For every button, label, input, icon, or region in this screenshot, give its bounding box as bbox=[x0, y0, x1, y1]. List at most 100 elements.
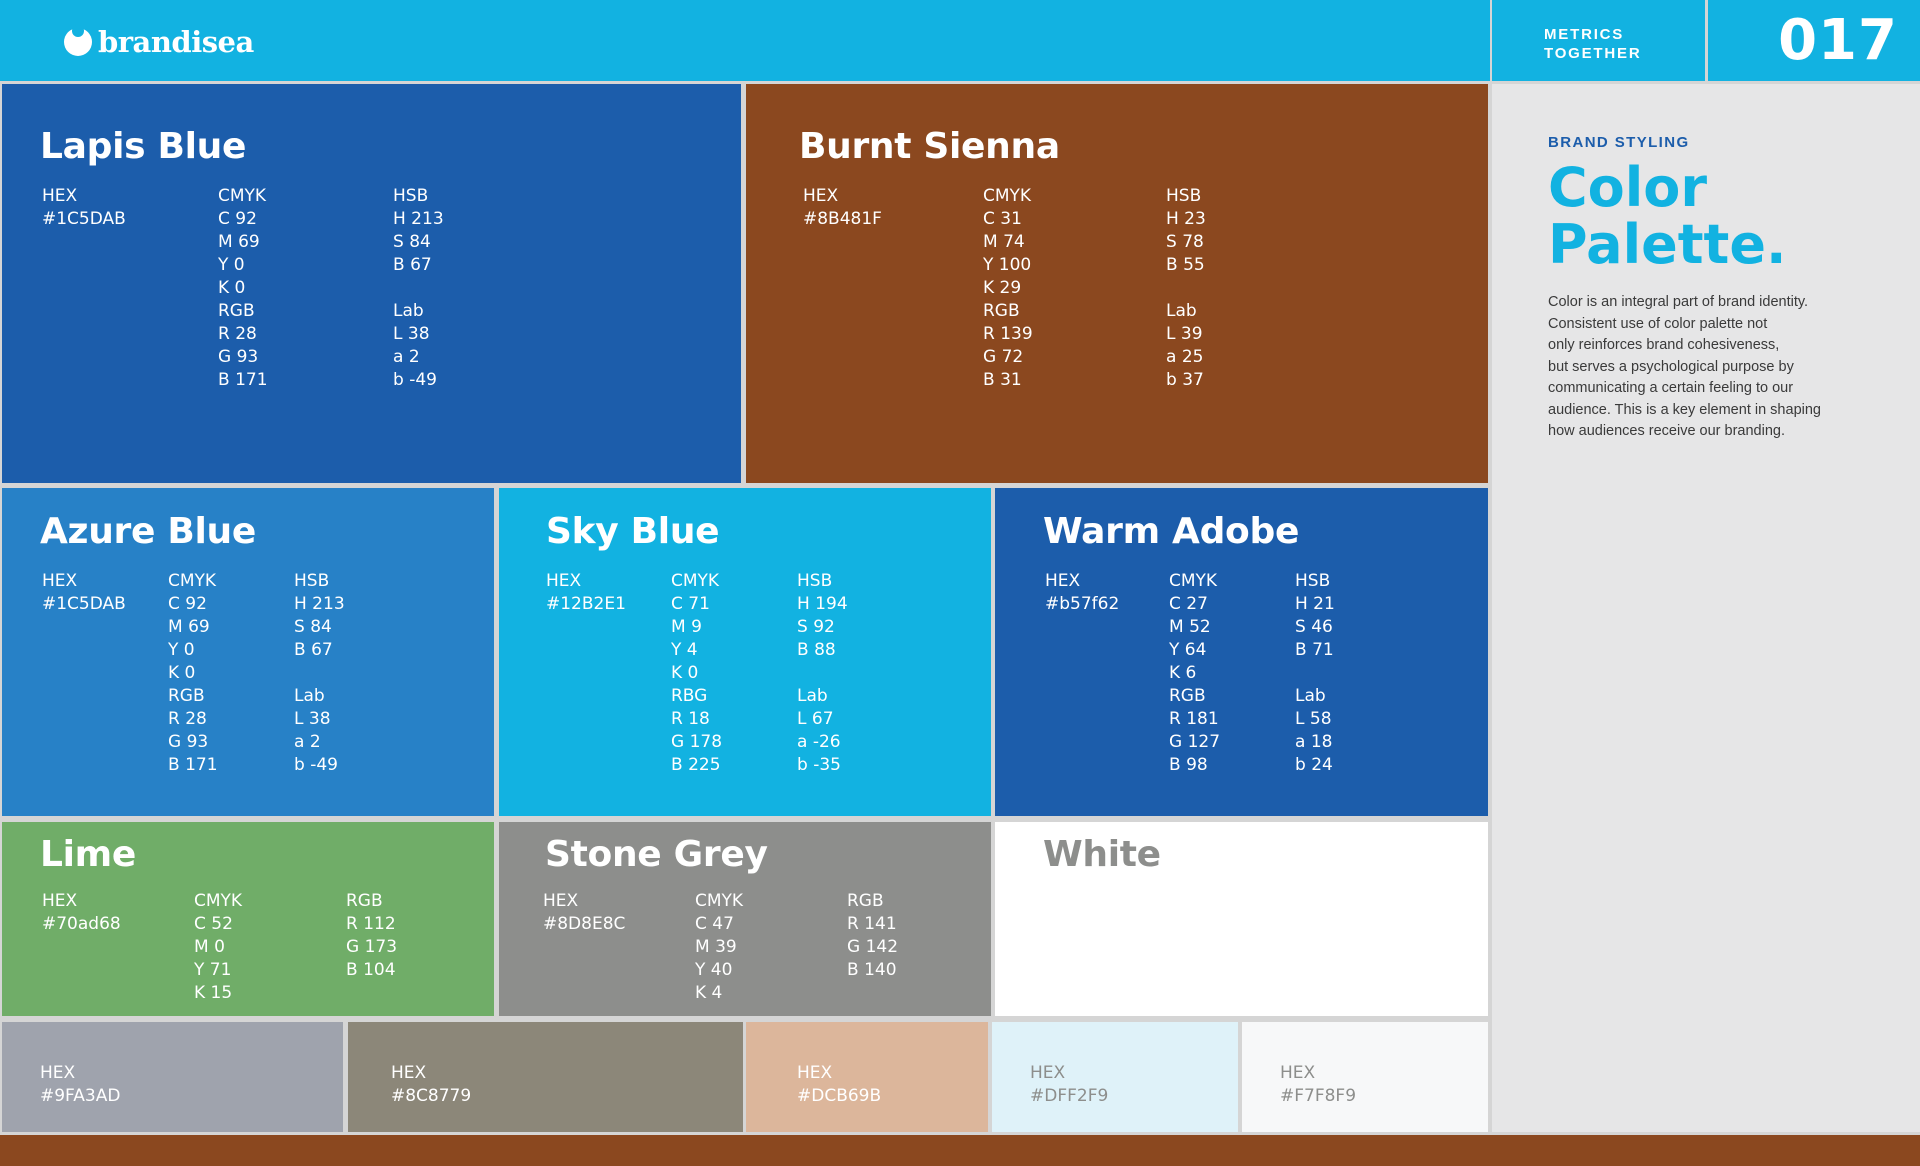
hsb-h: H 194 bbox=[797, 594, 848, 614]
cmyk-c: C 52 bbox=[194, 914, 233, 934]
lab-l: L 58 bbox=[1295, 709, 1332, 729]
description-line: how audiences receive our branding. bbox=[1548, 423, 1785, 439]
cmyk-m: M 74 bbox=[983, 232, 1025, 252]
mini-hex-column: HEX #DCB69B bbox=[797, 1062, 881, 1108]
swatch-warm-adobe: Warm Adobe HEX #b57f62 CMYK C 27 M 52 Y … bbox=[995, 488, 1488, 816]
swatch-azure-blue: Azure Blue HEX #1C5DAB CMYK C 92 M 69 Y … bbox=[2, 488, 494, 816]
rgb-r: R 18 bbox=[671, 709, 710, 729]
lab-b: b 24 bbox=[1295, 755, 1333, 775]
hex-column: HEX #8D8E8C bbox=[543, 890, 625, 936]
cmyk-m: M 52 bbox=[1169, 617, 1211, 637]
swatch-name: Azure Blue bbox=[40, 511, 256, 552]
hex-value: #1C5DAB bbox=[42, 594, 126, 614]
cmyk-m: M 39 bbox=[695, 937, 737, 957]
cmyk-c: C 92 bbox=[218, 209, 257, 229]
hsb-s: S 92 bbox=[797, 617, 835, 637]
cmyk-y: Y 4 bbox=[671, 640, 698, 660]
cmyk-rgb-column: CMYK C 71 M 9 Y 4 K 0 RBG R 18 G 178 B 2… bbox=[671, 570, 722, 777]
hex-column: HEX #1C5DAB bbox=[42, 185, 126, 231]
rgb-g: G 142 bbox=[847, 937, 899, 957]
cmyk-label: CMYK bbox=[671, 571, 720, 591]
cmyk-y: Y 40 bbox=[695, 960, 733, 980]
mini-hex-column: HEX #8C8779 bbox=[391, 1062, 471, 1108]
swatch-name: Sky Blue bbox=[546, 511, 720, 552]
hex-label: HEX bbox=[42, 186, 78, 206]
rgb-b: B 104 bbox=[346, 960, 396, 980]
description-line: Consistent use of color palette not bbox=[1548, 315, 1768, 332]
cmyk-y: Y 64 bbox=[1169, 640, 1207, 660]
rgb-label: RGB bbox=[983, 301, 1020, 321]
hsb-lab-column: HSB H 21 S 46 B 71 Lab L 58 a 18 b 24 bbox=[1295, 570, 1335, 777]
cmyk-k: K 6 bbox=[1169, 663, 1197, 683]
cmyk-y: Y 0 bbox=[218, 255, 245, 275]
header-bar bbox=[0, 0, 1490, 81]
hex-value: #b57f62 bbox=[1045, 594, 1120, 614]
cmyk-m: M 0 bbox=[194, 937, 225, 957]
hex-label: HEX bbox=[1030, 1063, 1066, 1083]
hex-value: #70ad68 bbox=[42, 914, 121, 934]
description-paragraph: Color is an integral part of brand ident… bbox=[1548, 292, 1868, 443]
rgb-r: R 28 bbox=[168, 709, 207, 729]
swatch-lime: Lime HEX #70ad68 CMYK C 52 M 0 Y 71 K 15… bbox=[2, 822, 494, 1016]
cmyk-column: CMYK C 52 M 0 Y 71 K 15 bbox=[194, 890, 242, 1005]
lab-label: Lab bbox=[797, 686, 828, 706]
rgb-r: R 28 bbox=[218, 324, 257, 344]
logo-text: brandisea bbox=[98, 25, 254, 59]
hex-label: HEX bbox=[546, 571, 582, 591]
cmyk-c: C 47 bbox=[695, 914, 734, 934]
rgb-r: R 141 bbox=[847, 914, 897, 934]
description-line: Color is an integral part of brand ident… bbox=[1548, 294, 1809, 310]
cmyk-m: M 69 bbox=[218, 232, 260, 252]
lab-a: a 2 bbox=[294, 732, 321, 752]
hsb-s: S 78 bbox=[1166, 232, 1204, 252]
hex-label: HEX bbox=[1045, 571, 1081, 591]
swatch-lapis-blue: Lapis Blue HEX #1C5DAB CMYK C 92 M 69 Y … bbox=[2, 84, 741, 483]
hex-value: #8B481F bbox=[803, 209, 882, 229]
rgb-g: G 173 bbox=[346, 937, 398, 957]
cmyk-k: K 4 bbox=[695, 983, 723, 1003]
page-title-line-1: Color bbox=[1548, 156, 1707, 219]
hsb-b: B 67 bbox=[393, 255, 432, 275]
mini-hex-column: HEX #F7F8F9 bbox=[1280, 1062, 1356, 1108]
mini-swatch-dcb69b: HEX #DCB69B bbox=[746, 1022, 988, 1132]
cmyk-k: K 15 bbox=[194, 983, 233, 1003]
cmyk-rgb-column: CMYK C 31 M 74 Y 100 K 29 RGB R 139 G 72… bbox=[983, 185, 1033, 392]
mini-hex-column: HEX #9FA3AD bbox=[40, 1062, 120, 1108]
hex-label: HEX bbox=[803, 186, 839, 206]
hex-label: HEX bbox=[543, 891, 579, 911]
lab-a: a 2 bbox=[393, 347, 420, 367]
hsb-lab-column: HSB H 213 S 84 B 67 Lab L 38 a 2 b -49 bbox=[294, 570, 345, 777]
rgb-g: G 127 bbox=[1169, 732, 1221, 752]
cmyk-c: C 27 bbox=[1169, 594, 1208, 614]
rgb-label: RGB bbox=[847, 891, 884, 911]
cmyk-c: C 71 bbox=[671, 594, 710, 614]
swatch-white: White bbox=[995, 822, 1488, 1016]
cmyk-k: K 0 bbox=[168, 663, 196, 683]
hex-column: HEX #12B2E1 bbox=[546, 570, 626, 616]
hex-value: #12B2E1 bbox=[546, 594, 626, 614]
section-eyebrow: BRAND STYLING bbox=[1548, 134, 1690, 151]
cmyk-k: K 0 bbox=[671, 663, 699, 683]
rgb-b: B 140 bbox=[847, 960, 897, 980]
cmyk-rgb-column: CMYK C 92 M 69 Y 0 K 0 RGB R 28 G 93 B 1… bbox=[218, 185, 268, 392]
cmyk-k: K 0 bbox=[218, 278, 246, 298]
rgb-g: G 93 bbox=[168, 732, 209, 752]
swatch-name: White bbox=[1043, 834, 1161, 875]
rgb-r: R 181 bbox=[1169, 709, 1219, 729]
cmyk-label: CMYK bbox=[168, 571, 217, 591]
mini-swatch-f7f8f9: HEX #F7F8F9 bbox=[1242, 1022, 1488, 1132]
lab-label: Lab bbox=[1166, 301, 1197, 321]
lab-label: Lab bbox=[1295, 686, 1326, 706]
cmyk-y: Y 100 bbox=[983, 255, 1032, 275]
cmyk-c: C 31 bbox=[983, 209, 1022, 229]
hex-column: HEX #8B481F bbox=[803, 185, 882, 231]
lab-l: L 39 bbox=[1166, 324, 1203, 344]
hsb-s: S 84 bbox=[294, 617, 332, 637]
hsb-lab-column: HSB H 23 S 78 B 55 Lab L 39 a 25 b 37 bbox=[1166, 185, 1206, 392]
brand-logo[interactable]: brandisea bbox=[64, 22, 254, 62]
rgb-r: R 139 bbox=[983, 324, 1033, 344]
hsb-label: HSB bbox=[1166, 186, 1202, 206]
hsb-b: B 55 bbox=[1166, 255, 1205, 275]
cmyk-k: K 29 bbox=[983, 278, 1022, 298]
lab-b: b 37 bbox=[1166, 370, 1204, 390]
